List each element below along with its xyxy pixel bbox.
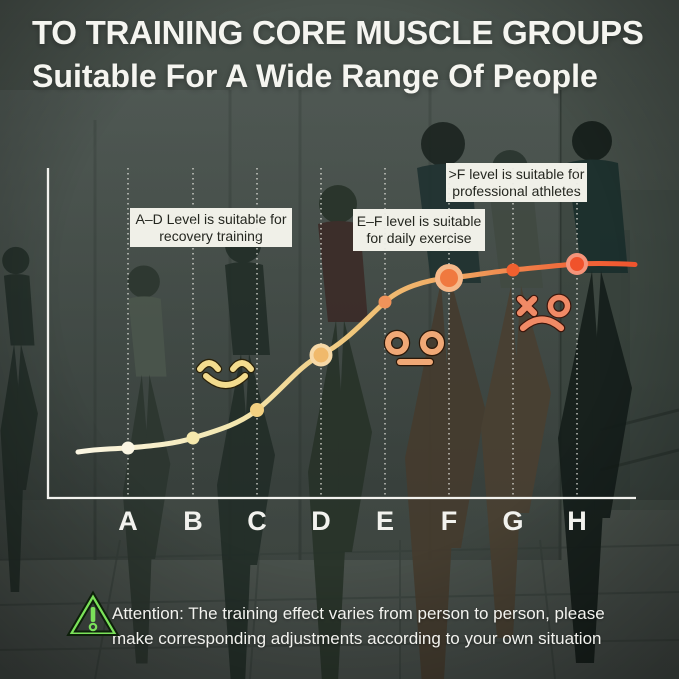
svg-text:G: G bbox=[502, 506, 523, 536]
svg-text:B: B bbox=[183, 506, 203, 536]
svg-text:C: C bbox=[247, 506, 267, 536]
svg-text:D: D bbox=[311, 506, 331, 536]
svg-text:H: H bbox=[567, 506, 587, 536]
svg-text:F: F bbox=[441, 506, 458, 536]
svg-text:E: E bbox=[376, 506, 394, 536]
svg-text:A: A bbox=[118, 506, 138, 536]
